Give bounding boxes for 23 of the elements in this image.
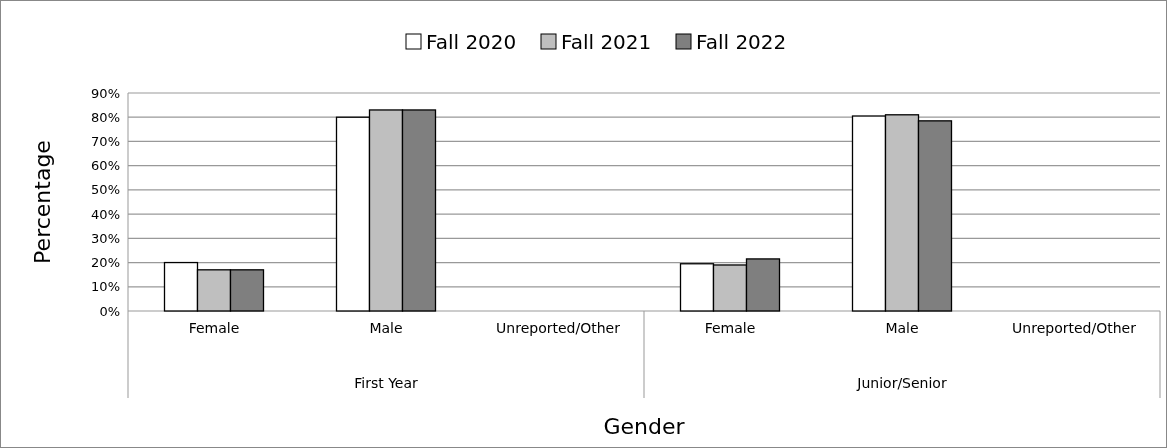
legend-label: Fall 2021	[561, 30, 652, 54]
legend-label: Fall 2020	[426, 30, 517, 54]
x-tick-label: Unreported/Other	[496, 320, 621, 336]
y-tick-label: 10%	[91, 279, 120, 295]
x-tick-label: Unreported/Other	[1012, 320, 1137, 336]
y-tick-label: 40%	[91, 206, 120, 222]
y-tick-label: 70%	[91, 133, 120, 149]
text: First Year	[354, 375, 419, 391]
x-tick-label: Male	[369, 320, 403, 336]
y-tick-label: 80%	[91, 109, 120, 125]
y-tick-label: 0%	[99, 303, 120, 319]
x-axis-title: Gender	[603, 414, 686, 439]
y-tick-label: 50%	[91, 182, 120, 198]
x-tick-label: Female	[704, 320, 756, 336]
y-axis-title: Percentage	[30, 140, 55, 264]
y-tick-label: 30%	[91, 230, 120, 246]
y-tick-label: 20%	[91, 255, 120, 271]
text: Junior/Senior	[856, 375, 947, 391]
legend-label: Fall 2022	[696, 30, 787, 54]
x-tick-label: Male	[885, 320, 919, 336]
y-tick-label: 60%	[91, 158, 120, 174]
x-tick-label: Female	[188, 320, 240, 336]
y-tick-label: 90%	[91, 85, 120, 101]
